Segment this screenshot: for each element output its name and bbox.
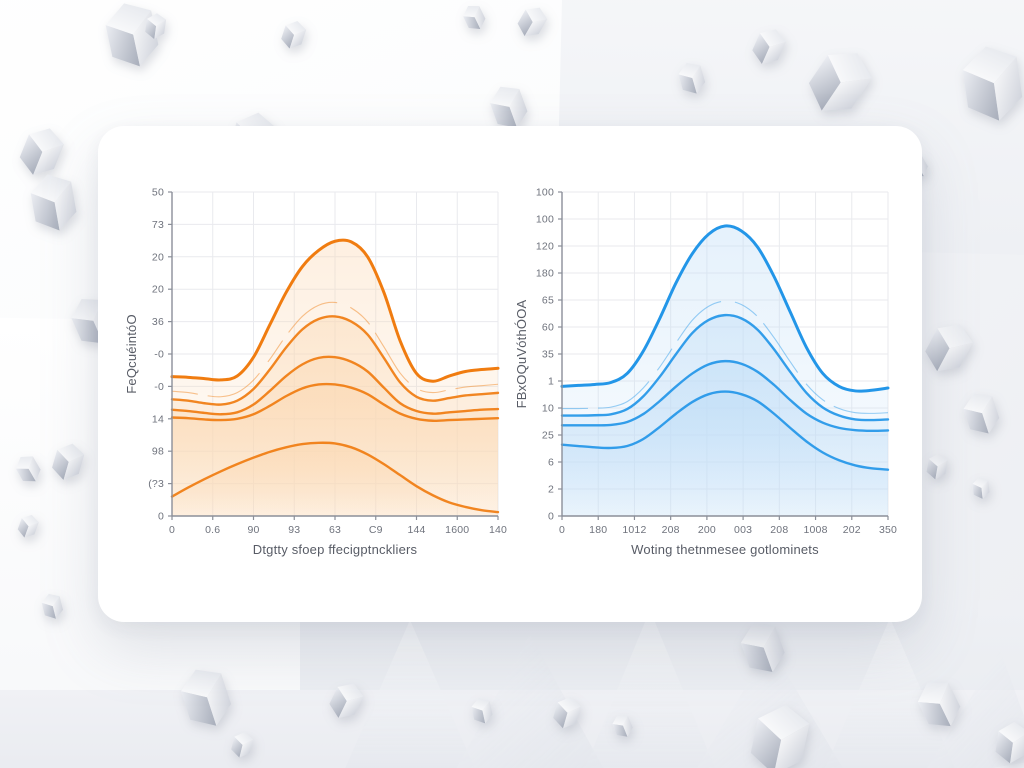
x-tick-label: 180 xyxy=(589,524,607,536)
y-tick-label: 0 xyxy=(548,511,554,523)
right-density-chart[interactable]: 0 2 6 25 10 1 35 60 65 180 120 100 100 0 180 1012 208 200… xyxy=(510,174,900,574)
x-tick-label: 202 xyxy=(843,524,861,536)
x-tick-label: 93 xyxy=(288,524,300,536)
series-line xyxy=(170,382,500,422)
chart-card: 0 (?3 98 14 -0 -0 36 20 20 73 50 0 0.6 90 93 63 C9 144 160… xyxy=(98,126,922,622)
x-axis-title: Dtgtty sfoep ffecigptnckliers xyxy=(253,542,418,557)
y-tick-label: 120 xyxy=(536,241,554,253)
x-tick-label: 003 xyxy=(734,524,752,536)
x-tick-label: 200 xyxy=(698,524,716,536)
y-axis-title: FeQcuéintóO xyxy=(124,314,139,394)
y-tick-label: 50 xyxy=(152,187,164,199)
y-tick-label: 20 xyxy=(152,251,164,263)
x-tick-label: 0 xyxy=(169,524,175,536)
left-chart-panel: 0 (?3 98 14 -0 -0 36 20 20 73 50 0 0.6 90 93 63 C9 144 160… xyxy=(120,174,510,574)
right-chart-panel: 0 2 6 25 10 1 35 60 65 180 120 100 100 0 180 1012 208 200… xyxy=(510,174,900,574)
x-tick-label: 63 xyxy=(329,524,341,536)
y-tick-label: 0 xyxy=(158,511,164,523)
x-tick-label: 90 xyxy=(247,524,259,536)
x-tick-label: 208 xyxy=(770,524,788,536)
y-tick-label: 20 xyxy=(152,284,164,296)
y-axis-title: FBxOQuVóthÓOA xyxy=(514,299,529,408)
series-line xyxy=(170,238,500,383)
x-tick-label: 0 xyxy=(559,524,565,536)
y-tick-label: 35 xyxy=(542,349,554,361)
x-axis-title: Woting thetnmesee gotlominets xyxy=(631,542,819,557)
x-tick-label: 1012 xyxy=(622,524,646,536)
x-tick-label: 0.6 xyxy=(205,524,220,536)
series-area xyxy=(172,442,498,516)
series-line xyxy=(560,359,890,432)
y-tick-label: 2 xyxy=(548,484,554,496)
y-tick-label: 14 xyxy=(152,413,164,425)
y-tick-label: 180 xyxy=(536,268,554,280)
series-area xyxy=(562,391,888,516)
y-tick-label: -0 xyxy=(154,381,164,393)
y-tick-label: -0 xyxy=(154,349,164,361)
series-line xyxy=(560,313,890,422)
y-tick-label: 73 xyxy=(152,219,164,231)
series-line xyxy=(170,355,500,416)
y-tick-label: 6 xyxy=(548,457,554,469)
series-line xyxy=(560,390,890,471)
y-tick-label: 98 xyxy=(152,446,164,458)
series-ghost-line xyxy=(561,300,889,414)
y-tick-label: 36 xyxy=(152,316,164,328)
x-tick-label: 144 xyxy=(407,524,425,536)
polyhedron-group xyxy=(15,3,1024,768)
y-tick-label: 100 xyxy=(536,187,554,199)
left-density-chart[interactable]: 0 (?3 98 14 -0 -0 36 20 20 73 50 0 0.6 90 93 63 C9 144 160… xyxy=(120,174,510,574)
y-tick-label: 65 xyxy=(542,295,554,307)
x-tick-label: 208 xyxy=(662,524,680,536)
y-tick-label: 10 xyxy=(542,403,554,415)
y-tick-label: (?3 xyxy=(148,478,164,490)
x-tick-label: C9 xyxy=(369,524,383,536)
series-line xyxy=(170,315,500,406)
x-tick-label: 350 xyxy=(879,524,897,536)
x-tick-label: 1008 xyxy=(803,524,827,536)
series-ghost-line xyxy=(171,301,499,398)
y-tick-label: 1 xyxy=(548,376,554,388)
y-tick-label: 60 xyxy=(542,322,554,334)
x-tick-label: 140 xyxy=(489,524,507,536)
y-tick-label: 100 xyxy=(536,214,554,226)
y-tick-label: 25 xyxy=(542,430,554,442)
series-line xyxy=(560,224,890,393)
series-line xyxy=(170,441,500,514)
x-tick-label: 1600 xyxy=(445,524,469,536)
